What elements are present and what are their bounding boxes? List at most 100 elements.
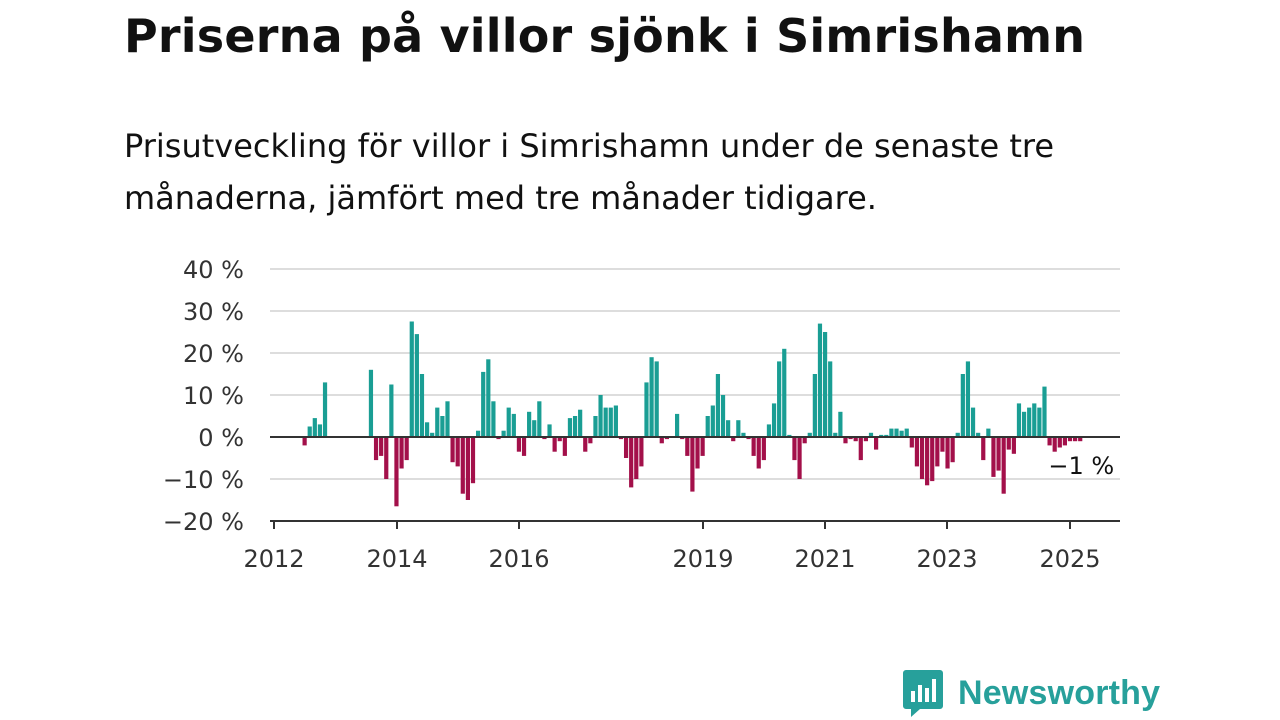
bar: [547, 424, 552, 437]
bar: [797, 437, 802, 479]
bar: [506, 407, 511, 437]
bar: [588, 437, 593, 444]
brand-name: Newsworthy: [958, 673, 1161, 712]
bar: [603, 407, 608, 437]
bar: [919, 437, 925, 479]
bar: [659, 437, 664, 444]
y-tick-label: −10 %: [163, 466, 244, 494]
bar: [685, 437, 690, 456]
bar: [863, 437, 868, 442]
bar: [680, 437, 685, 440]
bar: [715, 374, 721, 437]
bar: [430, 432, 435, 437]
bar: [828, 361, 833, 437]
bar: [843, 437, 848, 444]
bar: [771, 403, 777, 437]
bar: [782, 348, 787, 437]
bar: [1042, 386, 1047, 437]
x-tick-label: 2012: [243, 545, 304, 573]
bar: [312, 418, 317, 437]
bar: [858, 437, 863, 461]
bar: [965, 361, 971, 437]
bar: [516, 437, 522, 452]
bar: [639, 437, 644, 467]
bar: [1047, 437, 1052, 446]
bar: [1078, 437, 1083, 442]
bar: [807, 432, 812, 437]
bar: [379, 437, 384, 456]
bar: [950, 437, 955, 463]
bar: [1006, 437, 1011, 450]
y-tick-label: 20 %: [183, 340, 244, 368]
bar: [981, 437, 986, 461]
bar: [394, 437, 399, 507]
bar: [1001, 437, 1006, 494]
bar: [874, 437, 879, 450]
bar: [440, 416, 445, 437]
bar: [741, 432, 746, 437]
bar: [389, 384, 394, 437]
bar: [700, 437, 705, 456]
bar: [1032, 403, 1037, 437]
bar: [710, 405, 715, 437]
bar: [578, 409, 583, 437]
bar: [583, 437, 588, 452]
bar: [634, 437, 639, 479]
bar: [960, 374, 965, 437]
chart-subtitle: Prisutveckling för villor i Simrishamn u…: [124, 127, 1055, 217]
bar: [527, 411, 532, 437]
page-title: Priserna på villor sjönk i Simrishamn: [124, 9, 1086, 63]
bar: [404, 437, 409, 461]
x-tick-label: 2025: [1039, 545, 1100, 573]
bar: [465, 437, 470, 500]
bar: [879, 434, 884, 437]
bar: [450, 437, 455, 463]
bar: [307, 426, 312, 437]
bar: [889, 428, 894, 437]
bar: [542, 437, 547, 440]
bar: [501, 430, 506, 437]
bar: [695, 437, 700, 469]
bar: [1011, 437, 1016, 454]
bar: [486, 359, 491, 437]
bar: [996, 437, 1001, 471]
axes: 40 % 30 % 20 % 10 % 0 % −10 % −20 % 2012 2014 201…: [163, 256, 1120, 573]
bar: [909, 437, 914, 448]
x-tick-label: 2016: [488, 545, 549, 573]
bar: [476, 430, 481, 437]
bar: [460, 437, 465, 494]
bar: [940, 437, 945, 452]
bar: [766, 424, 772, 437]
y-tick-label: 0 %: [198, 424, 244, 452]
bar: [322, 382, 328, 437]
bar: [414, 334, 419, 437]
bar: [787, 434, 792, 437]
bar: [792, 437, 797, 461]
bar: [1052, 437, 1057, 452]
bar: [521, 437, 527, 456]
bar: [562, 437, 567, 456]
bar: [756, 437, 761, 469]
bar: [822, 332, 828, 437]
bar: [608, 407, 613, 437]
bar: [1016, 403, 1022, 437]
bar: [470, 437, 476, 484]
bar: [914, 437, 920, 467]
bar: [720, 395, 726, 437]
bar: [925, 437, 930, 486]
bar: [496, 437, 501, 440]
bar: [945, 437, 950, 469]
bar: [838, 411, 843, 437]
bar: [899, 430, 904, 437]
y-tick-label: −20 %: [163, 508, 244, 536]
bar: [833, 432, 838, 437]
bar: [802, 437, 807, 444]
bar: [644, 382, 649, 437]
y-tick-label: 40 %: [183, 256, 244, 284]
bar: [384, 437, 389, 479]
bar: [1027, 407, 1032, 437]
bar: [1073, 437, 1078, 442]
x-tick-label: 2023: [916, 545, 977, 573]
bar: [552, 437, 557, 452]
y-tick-label: 30 %: [183, 298, 244, 326]
